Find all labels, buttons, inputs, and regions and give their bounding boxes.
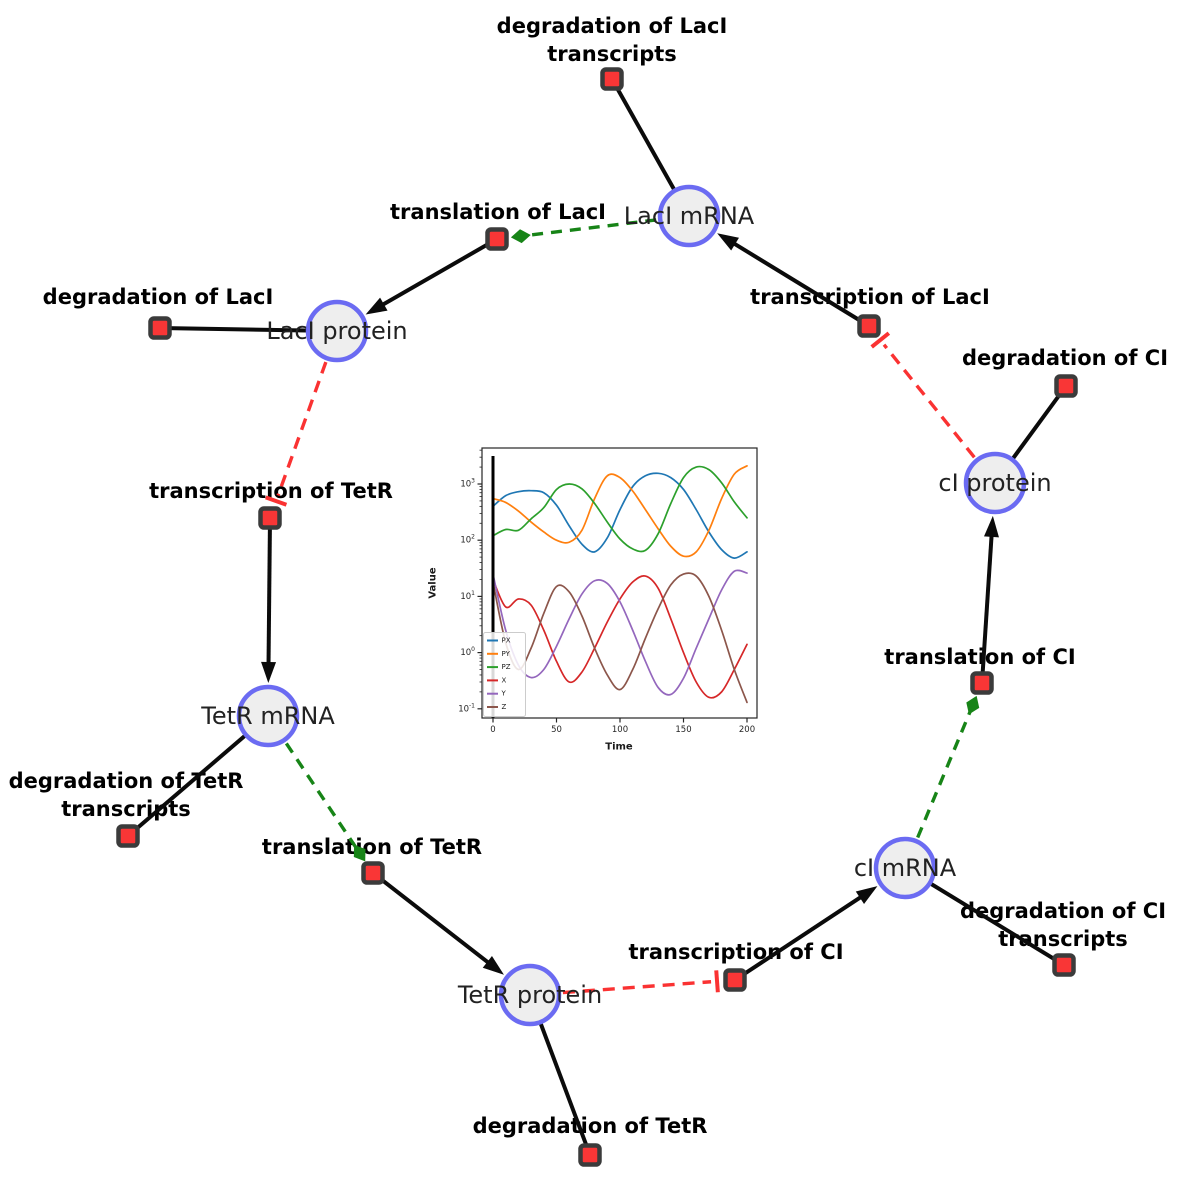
x-tick-label: 0 xyxy=(490,725,495,735)
y-axis-title: Value xyxy=(428,567,439,598)
reaction-labels-layer: degradation of LacI transcripts translatio… xyxy=(9,14,1168,1138)
modifier-edge xyxy=(526,218,657,238)
inhibition-tbar-icon xyxy=(714,970,720,993)
species-node-cI_mRNA xyxy=(873,836,937,900)
legend-label-PY: PY xyxy=(502,650,511,658)
species-node-tetR_protein xyxy=(498,963,562,1027)
plot-curves xyxy=(492,465,748,704)
reaction-label: degradation of LacI xyxy=(43,285,274,309)
reaction-label: transcription of LacI xyxy=(750,285,990,309)
production-edge xyxy=(371,871,493,967)
series-curve-Z xyxy=(492,572,748,704)
species-label: TetR protein xyxy=(457,981,602,1009)
inhibition-tbar-icon xyxy=(265,495,288,507)
production-edge xyxy=(266,517,272,668)
reaction-node-deg_lacI xyxy=(148,316,172,340)
legend-label-PZ: PZ xyxy=(502,663,511,671)
inhibition-edge xyxy=(276,361,328,496)
x-tick-label: 150 xyxy=(675,725,691,735)
legend-label-Y: Y xyxy=(501,690,507,698)
production-arrowhead-icon xyxy=(717,233,739,251)
y-tick-label: 101 xyxy=(460,590,475,602)
reaction-node-deg_cI_tx xyxy=(1052,953,1076,977)
reaction-label: translation of CI xyxy=(884,645,1075,669)
y-tick-label: 10-1 xyxy=(458,702,475,714)
reaction-label: transcription of CI xyxy=(628,940,843,964)
reaction-label: translation of TetR xyxy=(262,835,482,859)
series-curve-X xyxy=(492,575,748,699)
x-axis-title: Time xyxy=(605,742,633,753)
modifier-edge xyxy=(284,742,358,850)
species-label: cI protein xyxy=(938,469,1051,497)
species-node-lacI_protein xyxy=(305,299,369,363)
species-labels-layer: LacI mRNA LacI protein cI protein TetR mRNA… xyxy=(200,202,1051,1009)
production-arrowhead-icon xyxy=(261,661,277,684)
edges-layer xyxy=(126,78,1068,1156)
reaction-node-translation_lacI xyxy=(485,227,509,251)
reaction-label: degradation of CI xyxy=(960,899,1166,923)
inhibition-edge xyxy=(882,343,976,459)
y-tick-label: 103 xyxy=(460,478,475,490)
reaction-node-transcription_lacI xyxy=(857,314,881,338)
x-tick-label: 50 xyxy=(551,725,562,735)
nodes-layer xyxy=(116,67,1078,1167)
y-tick-label: 102 xyxy=(460,534,475,546)
reaction-node-deg_lacI_tx xyxy=(600,67,624,91)
reaction-node-deg_tetR_tx xyxy=(116,824,140,848)
species-label: cI mRNA xyxy=(854,854,957,882)
species-label: TetR mRNA xyxy=(200,702,335,730)
modifier-diamond-icon xyxy=(966,695,980,715)
production-edge xyxy=(729,239,871,328)
inhibition-edge xyxy=(562,980,712,995)
production-edge xyxy=(378,237,498,309)
species-label: LacI protein xyxy=(266,317,407,345)
inhibition-tbar-icon xyxy=(870,331,891,349)
reaction-label: degradation of CI xyxy=(962,346,1168,370)
modifier-edge xyxy=(916,710,973,839)
x-tick-label: 100 xyxy=(612,725,628,735)
production-arrowhead-icon xyxy=(482,955,504,975)
production-arrowhead-icon xyxy=(365,297,388,315)
series-curve-PX xyxy=(492,472,748,559)
inset-plot: 0 50 100 150 200 10-1 100 101 102 103 Time Value PX P… xyxy=(428,447,758,753)
series-curve-PZ xyxy=(492,465,748,553)
reaction-node-translation_cI xyxy=(970,671,994,695)
species-label: LacI mRNA xyxy=(624,202,755,230)
production-arrowhead-icon xyxy=(984,515,999,538)
series-curve-PY xyxy=(492,465,748,558)
legend-label-Z: Z xyxy=(502,703,507,711)
production-edge xyxy=(733,893,866,982)
x-tick-label: 200 xyxy=(739,725,755,735)
plot-background xyxy=(482,448,757,718)
species-node-lacI_mRNA xyxy=(657,184,721,248)
reaction-node-transcription_tetR xyxy=(258,506,282,530)
legend-label-X: X xyxy=(502,676,507,684)
reaction-label: degradation of LacI xyxy=(497,14,728,38)
reaction-node-transcription_cI xyxy=(723,968,747,992)
production-arrowhead-icon xyxy=(855,886,878,904)
reaction-label: degradation of TetR xyxy=(473,1114,708,1138)
legend-label-PX: PX xyxy=(502,637,511,645)
species-node-cI_protein xyxy=(963,451,1027,515)
production-edge xyxy=(980,531,994,684)
reaction-node-translation_tetR xyxy=(361,861,385,885)
species-node-tetR_mRNA xyxy=(236,684,300,748)
reaction-label: translation of LacI xyxy=(390,200,606,224)
reaction-node-deg_cI xyxy=(1054,374,1078,398)
reaction-node-deg_tetR xyxy=(578,1143,602,1167)
y-tick-label: 100 xyxy=(460,646,475,658)
modifier-diamond-icon xyxy=(353,844,366,862)
reaction-label: degradation of TetR xyxy=(9,769,244,793)
modifier-diamond-icon xyxy=(510,229,531,244)
reaction-label: transcripts xyxy=(547,42,677,66)
series-curve-Y xyxy=(492,569,748,696)
